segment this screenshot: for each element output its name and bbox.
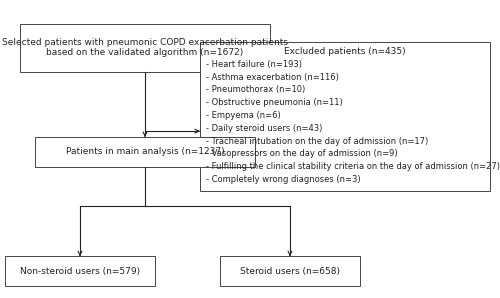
Text: Non-steroid users (n=579): Non-steroid users (n=579) — [20, 267, 140, 276]
Text: - Asthma exacerbation (n=116): - Asthma exacerbation (n=116) — [206, 73, 339, 82]
Text: - Obstructive pneumonia (n=11): - Obstructive pneumonia (n=11) — [206, 98, 343, 107]
Text: Patients in main analysis (n=1237): Patients in main analysis (n=1237) — [66, 148, 224, 156]
Text: - Daily steroid users (n=43): - Daily steroid users (n=43) — [206, 124, 322, 133]
Text: - Empyema (n=6): - Empyema (n=6) — [206, 111, 281, 120]
Text: - Vasopressors on the day of admission (n=9): - Vasopressors on the day of admission (… — [206, 149, 398, 158]
FancyBboxPatch shape — [35, 137, 255, 167]
FancyBboxPatch shape — [5, 256, 155, 286]
Text: - Heart failure (n=193): - Heart failure (n=193) — [206, 60, 302, 69]
Text: - Pneumothorax (n=10): - Pneumothorax (n=10) — [206, 86, 305, 94]
Text: - Fulfilling the clinical stability criteria on the day of admission (n=27): - Fulfilling the clinical stability crit… — [206, 162, 500, 171]
Text: - Tracheal intubation on the day of admission (n=17): - Tracheal intubation on the day of admi… — [206, 136, 428, 146]
FancyBboxPatch shape — [200, 42, 490, 191]
Text: Steroid users (n=658): Steroid users (n=658) — [240, 267, 340, 276]
Text: Selected patients with pneumonic COPD exacerbation patients
based on the validat: Selected patients with pneumonic COPD ex… — [2, 38, 288, 58]
FancyBboxPatch shape — [220, 256, 360, 286]
Text: - Completely wrong diagnoses (n=3): - Completely wrong diagnoses (n=3) — [206, 175, 360, 184]
Text: Excluded patients (n=435): Excluded patients (n=435) — [284, 47, 406, 56]
FancyBboxPatch shape — [20, 24, 270, 72]
